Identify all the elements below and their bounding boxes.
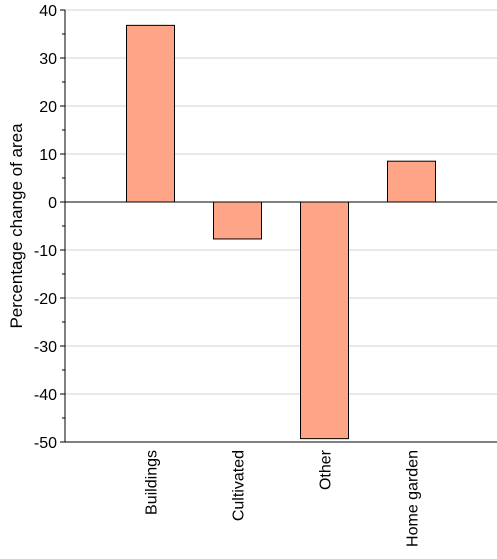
x-tick-label: Buildings: [144, 450, 161, 515]
bars: [126, 24, 436, 440]
bar-buildings: [126, 24, 175, 203]
bar-cultivated: [213, 201, 262, 240]
y-tick-label: -50: [34, 435, 57, 452]
y-tick-label: -10: [34, 243, 57, 260]
bar-home-garden: [387, 160, 436, 203]
y-tick-label: 20: [39, 99, 57, 116]
y-tick-label: -40: [34, 387, 57, 404]
labels: 40 30 20 10 0 -10 -20 -30 -40 -50 Buildings Cultiva…: [34, 3, 422, 547]
x-tick-label: Home garden: [405, 450, 422, 547]
axes: [60, 9, 497, 443]
y-tick-label: -20: [34, 291, 57, 308]
x-tick-label: Other: [318, 449, 335, 490]
y-tick-label: 30: [39, 51, 57, 68]
y-tick-label: 40: [39, 3, 57, 20]
x-tick-label: Cultivated: [231, 450, 248, 521]
y-axis-title: Percentage change of area: [7, 123, 26, 329]
y-tick-label: -30: [34, 339, 57, 356]
y-tick-label: 0: [48, 195, 57, 212]
y-tick-label: 10: [39, 147, 57, 164]
bar-other: [300, 201, 349, 440]
